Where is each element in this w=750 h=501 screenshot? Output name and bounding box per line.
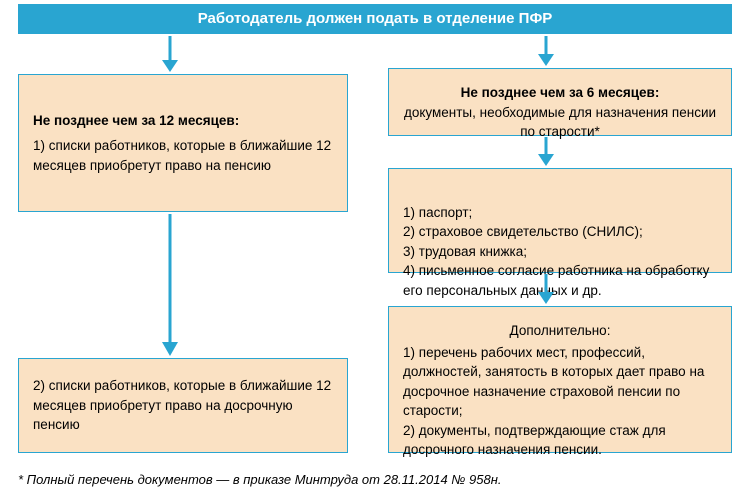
box-right-6months: Не позднее чем за 6 месяцев: документы, … (388, 68, 732, 136)
arrow-left1-to-left2 (158, 214, 182, 358)
box-right-additional-heading: Дополнительно: (403, 321, 717, 341)
arrow-header-to-right (534, 36, 558, 68)
box-left-12months: Не позднее чем за 12 месяцев: 1) списки … (18, 74, 348, 212)
box-left-12months-body: 1) списки работников, которые в ближайши… (33, 136, 333, 175)
header-title: Работодатель должен подать в отделение П… (18, 4, 732, 34)
box-right-6months-heading: Не позднее чем за 6 месяцев: (461, 85, 660, 100)
box-right-documents: 1) паспорт; 2) страховое свидетельство (… (388, 168, 732, 273)
box-right-documents-body: 1) паспорт; 2) страховое свидетельство (… (403, 205, 709, 298)
box-right-6months-body: документы, необходимые для назначения пе… (404, 105, 716, 140)
box-left-early-pension-body: 2) списки работников, которые в ближайши… (33, 376, 333, 435)
box-left-12months-heading: Не позднее чем за 12 месяцев: (33, 111, 333, 131)
box-left-early-pension: 2) списки работников, которые в ближайши… (18, 358, 348, 453)
arrow-header-to-left (158, 36, 182, 74)
footnote: * Полный перечень документов — в приказе… (18, 472, 501, 487)
box-right-additional-body: 1) перечень рабочих мест, профессий, дол… (403, 343, 717, 460)
box-right-additional: Дополнительно: 1) перечень рабочих мест,… (388, 306, 732, 453)
